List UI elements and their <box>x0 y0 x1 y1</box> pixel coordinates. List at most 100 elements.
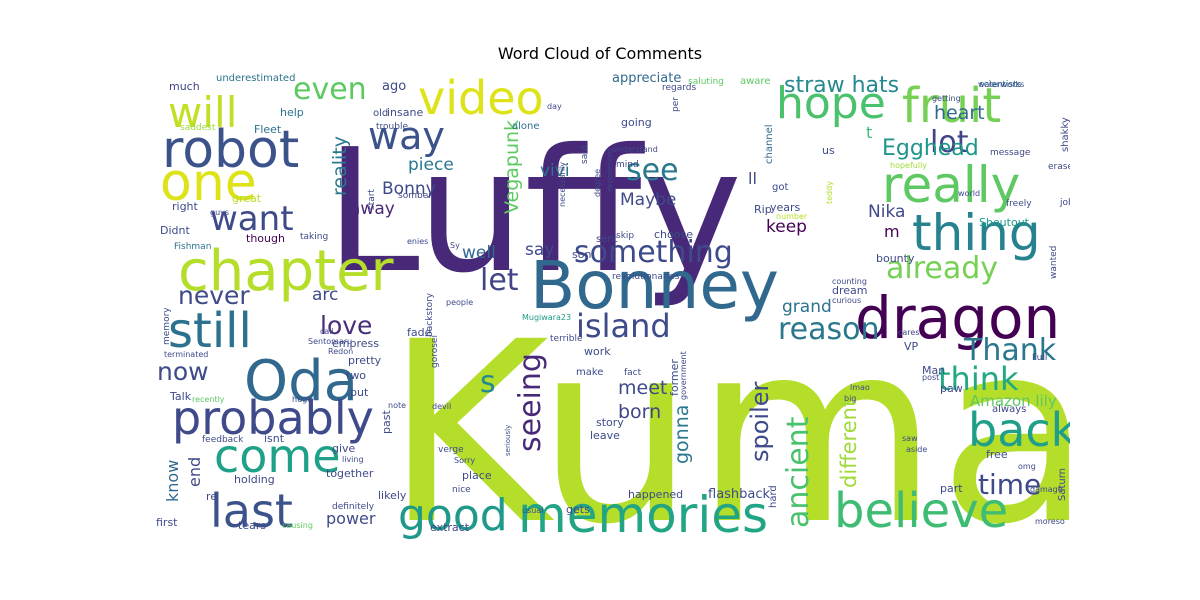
word-island: island <box>576 307 671 345</box>
word-empress: empress <box>332 337 379 350</box>
chart-title: Word Cloud of Comments <box>497 44 703 63</box>
word-s: s <box>480 365 496 400</box>
word-sorry: Sorry <box>454 456 475 465</box>
word-always: always <box>992 404 1026 415</box>
word-bonny: Bonny <box>382 179 436 199</box>
word-paw: paw <box>940 382 963 395</box>
word-gonna: gonna <box>671 405 693 464</box>
word-ago: ago <box>382 79 406 94</box>
word-memory: memory <box>162 307 172 345</box>
word-guys: guys <box>210 208 229 217</box>
word-really: really <box>882 156 1020 214</box>
word-saluting: saluting <box>688 77 724 87</box>
word-trouble: trouble <box>376 122 408 132</box>
word-understand: understand <box>612 145 658 154</box>
word-rip: Rip <box>754 203 772 216</box>
word-re: re <box>206 490 217 503</box>
word-aside: aside <box>906 445 927 454</box>
word-erased: erased <box>1048 162 1070 172</box>
word-will: will <box>168 88 237 137</box>
word-feedback: feedback <box>202 435 244 445</box>
word-redon: Redon <box>328 347 353 356</box>
word-curious: curious <box>832 296 861 305</box>
word-now: now <box>157 357 209 386</box>
word-ancient: ancient <box>781 416 816 528</box>
word-two: two <box>346 369 366 382</box>
word-still: still <box>168 303 252 359</box>
word-wanted: wanted <box>1049 246 1059 279</box>
word-straw-hats: straw hats <box>784 73 899 98</box>
word-heart: heart <box>934 102 985 124</box>
word-born: born <box>618 401 661 423</box>
word-causing: causing <box>282 521 313 530</box>
word-aware: aware <box>740 76 770 87</box>
word-hopefully: hopefully <box>890 161 927 170</box>
word-m: m <box>884 222 900 241</box>
word-channel: channel <box>764 124 775 164</box>
word-well: well <box>462 243 496 263</box>
word-skip: skip <box>616 231 634 241</box>
word-meet: meet <box>618 377 667 399</box>
word-believe: believe <box>834 483 1008 539</box>
word-video: video <box>418 72 544 125</box>
word-fact: fact <box>624 368 642 378</box>
word-world: world <box>958 189 980 198</box>
word-already: already <box>886 251 998 286</box>
word-vegapunk: Vegapunk <box>501 120 523 214</box>
word-even: even <box>293 72 367 107</box>
word-know: know <box>163 460 182 502</box>
word-maybe: Maybe <box>620 190 676 210</box>
word-past: past <box>380 410 393 434</box>
word-come: come <box>214 429 341 483</box>
word-backstory: backstory <box>425 292 435 337</box>
word-time: time <box>978 468 1041 501</box>
word-place: place <box>462 469 492 482</box>
word-vivi: vivi <box>540 161 570 181</box>
word-shakky: shakky <box>1060 117 1070 152</box>
word-enies: enies <box>407 237 428 246</box>
word-getting: getting <box>932 94 961 103</box>
word-gorosei: gorosei <box>430 335 440 368</box>
word-sy: Sy <box>450 241 460 250</box>
word-way: way <box>368 114 445 158</box>
word-though: though <box>246 232 285 245</box>
word-teddy: teddy <box>825 181 834 204</box>
word-right: right <box>172 200 199 213</box>
word-saddest: saddest <box>180 123 216 133</box>
word-seeing: seeing <box>513 353 548 452</box>
word-likely: likely <box>378 489 407 502</box>
word-fruit: fruit <box>902 78 1001 134</box>
word-definitely: definitely <box>332 502 375 512</box>
word-want: want <box>210 199 294 239</box>
word-lmao: lmao <box>850 383 870 392</box>
word-full: Full <box>1032 353 1047 363</box>
word-back: back <box>968 403 1070 457</box>
word-something: something <box>574 235 733 270</box>
word-message: message <box>990 148 1031 158</box>
word-away: away <box>350 199 395 219</box>
word-counting: counting <box>832 277 867 286</box>
word-choose: choose <box>654 228 693 241</box>
word-scientists: scientists <box>979 80 1022 90</box>
word-saturn: Saturn <box>1057 468 1068 501</box>
word-love: love <box>320 311 372 340</box>
word-going: going <box>621 116 652 129</box>
word-sent: sent <box>596 234 618 245</box>
word-dragon: dragon <box>855 284 1060 352</box>
word-thing: thing <box>912 204 1041 262</box>
word-together: together <box>326 467 374 480</box>
word-number: number <box>776 212 808 221</box>
word-grand: grand <box>782 297 832 317</box>
word-egghead: Egghead <box>882 136 979 161</box>
word-underestimated: underestimated <box>216 73 295 84</box>
word-dream: dream <box>832 284 868 297</box>
word-living: living <box>342 455 364 464</box>
word-necessarily: necessarily <box>558 162 567 207</box>
word-fade: fade <box>407 326 432 339</box>
word-never: never <box>178 281 250 310</box>
word-reason: reason <box>778 312 880 347</box>
word-insane: insane <box>387 106 423 119</box>
word-luffy: Luffy <box>325 113 742 311</box>
word-job: job <box>1059 198 1070 208</box>
